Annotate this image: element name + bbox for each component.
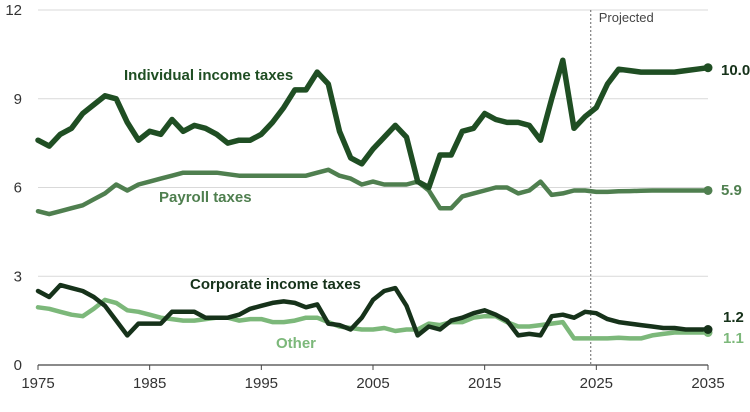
series-end-dot-payroll-taxes: [703, 185, 713, 195]
x-tick-label: 1985: [133, 375, 166, 392]
series-line-other: [35, 297, 711, 341]
series-lines: [35, 57, 711, 341]
y-tick-label: 0: [14, 357, 22, 374]
y-tick-label: 6: [14, 180, 22, 197]
series-end-dot-corporate-income-taxes: [703, 325, 713, 334]
x-tick-label: 1995: [245, 375, 278, 392]
end-label-individual-income-taxes: 10.0: [721, 62, 750, 79]
series-label-payroll-taxes: Payroll taxes: [159, 189, 252, 206]
end-label-corporate-income-taxes: 1.2: [723, 309, 744, 326]
y-tick-label: 9: [14, 91, 22, 108]
x-tick-label: 2005: [356, 375, 389, 392]
projection-label: Projected: [599, 10, 654, 25]
series-label-corporate-income-taxes: Corporate income taxes: [190, 276, 361, 293]
y-tick-label: 12: [5, 2, 22, 19]
x-tick-label: 2025: [580, 375, 613, 392]
y-axis-ticks: 0 3 6 9 12: [5, 2, 22, 374]
series-end-markers: [703, 63, 713, 337]
x-tick-label: 2015: [468, 375, 501, 392]
series-label-individual-income-taxes: Individual income taxes: [124, 67, 293, 84]
series-line-corporate-income-taxes: [35, 282, 711, 338]
end-label-other: 1.1: [723, 330, 744, 347]
series-end-dot-individual-income-taxes: [703, 63, 713, 73]
x-axis-ticks: 1975 1985 1995 2005 2015 2025 2035: [21, 365, 725, 392]
series-line-individual-income-taxes: [35, 57, 711, 191]
end-label-payroll-taxes: 5.9: [721, 182, 742, 199]
y-tick-label: 3: [14, 268, 22, 285]
x-tick-label: 2035: [691, 375, 724, 392]
series-label-other: Other: [276, 335, 316, 352]
series-line-payroll-taxes: [35, 167, 711, 217]
x-tick-label: 1975: [21, 375, 54, 392]
